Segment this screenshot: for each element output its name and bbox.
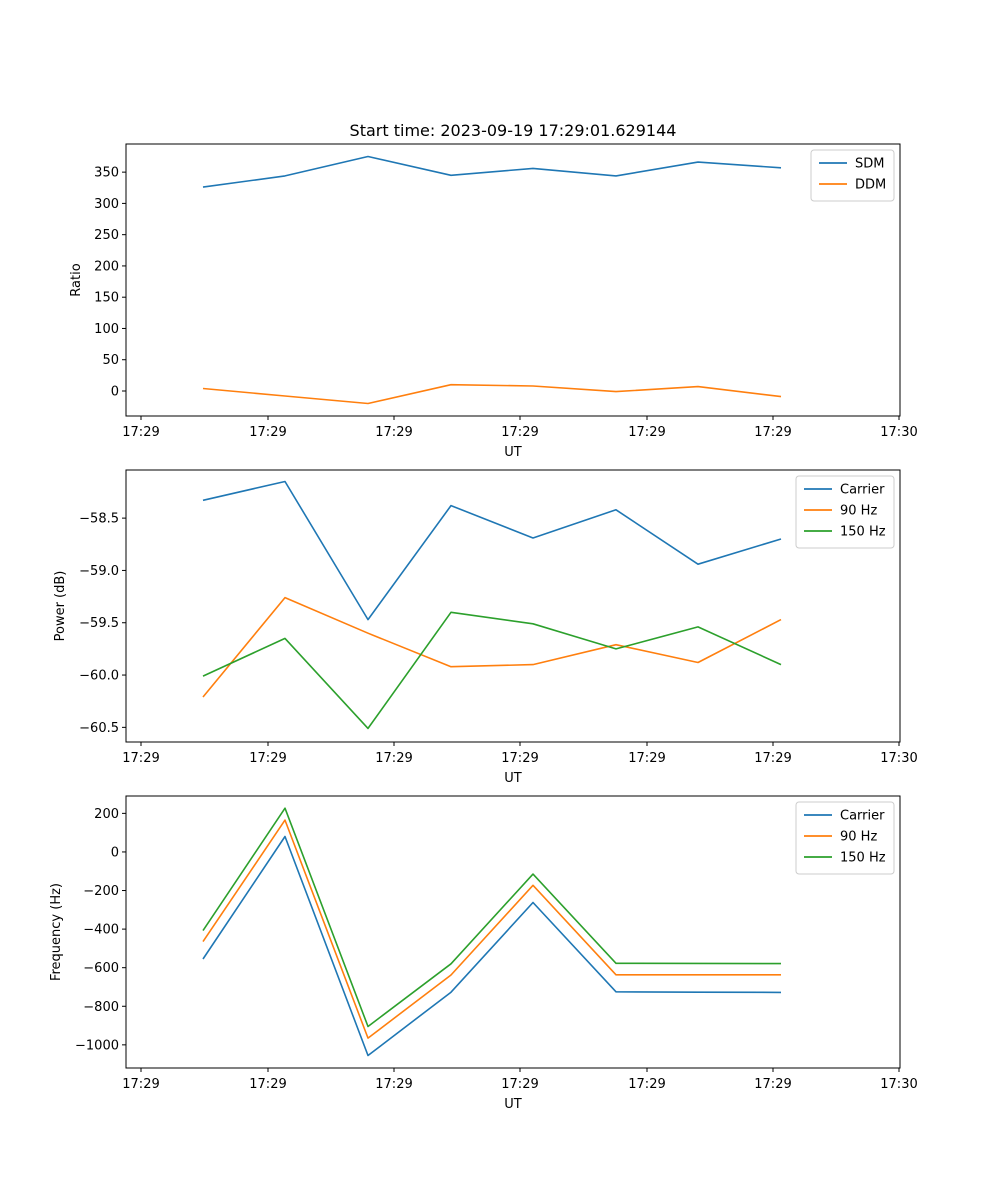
x-tick-label: 17:29	[375, 1077, 412, 1092]
series-line-90-hz	[202, 819, 781, 1039]
y-tick-label: −60.5	[79, 721, 119, 736]
legend: Carrier 90 Hz 150 Hz	[795, 801, 895, 875]
series-line-carrier	[202, 835, 782, 1057]
legend-entry: Carrier	[840, 483, 885, 498]
y-tick-label: 0	[111, 384, 119, 399]
plot-frame	[125, 469, 901, 743]
y-tick-label: 150	[94, 291, 119, 306]
x-tick-label: 17:29	[122, 1077, 159, 1092]
x-tick-label: 17:30	[880, 425, 917, 440]
y-tick-label: −800	[83, 1000, 119, 1015]
legend: SDM DDM	[810, 149, 895, 202]
legend-entry: Carrier	[840, 809, 885, 824]
x-tick-label: 17:29	[501, 1077, 538, 1092]
x-tick-label: 17:30	[880, 1077, 917, 1092]
x-tick-label: 17:29	[375, 425, 412, 440]
x-tick-label: 17:29	[122, 425, 159, 440]
x-tick-label: 17:29	[754, 425, 791, 440]
y-tick-label: −59.5	[79, 616, 119, 631]
x-axis-label: UT	[504, 1097, 522, 1112]
y-axis-label: Frequency (Hz)	[49, 883, 64, 981]
series-line-sdm	[202, 155, 782, 188]
x-tick-label: 17:29	[249, 1077, 286, 1092]
y-tick-label: 200	[94, 259, 119, 274]
x-tick-label: 17:29	[122, 751, 159, 766]
x-tick-label: 17:29	[375, 751, 412, 766]
y-tick-label: 100	[94, 322, 119, 337]
chart-panel-2: 17:29 17:29 17:29 17:29 17:29 17:29 17:30 −60.5…	[53, 469, 918, 786]
y-tick-label: 300	[94, 197, 119, 212]
x-tick-label: 17:29	[628, 751, 665, 766]
y-tick-label: −600	[83, 961, 119, 976]
series-line-90-hz	[202, 596, 782, 698]
y-axis-label: Power (dB)	[53, 571, 68, 642]
y-tick-label: 50	[102, 353, 119, 368]
y-tick-label: 350	[94, 166, 119, 181]
series-line-150-hz	[202, 807, 782, 1028]
x-tick-label: 17:29	[249, 751, 286, 766]
legend-entry: 90 Hz	[840, 830, 877, 845]
series-line-ddm	[202, 383, 782, 405]
x-tick-label: 17:29	[249, 425, 286, 440]
x-tick-label: 17:29	[754, 751, 791, 766]
legend: Carrier 90 Hz 150 Hz	[795, 475, 895, 549]
x-axis-label: UT	[504, 445, 522, 460]
y-axis-label: Ratio	[69, 263, 84, 296]
legend-box	[795, 475, 895, 549]
y-tick-label: 0	[111, 845, 119, 860]
x-tick-label: 17:29	[501, 751, 538, 766]
legend-entry: SDM	[855, 157, 884, 172]
legend-entry: 150 Hz	[840, 851, 886, 866]
y-tick-label: −400	[83, 923, 119, 938]
legend-box	[795, 801, 895, 875]
plot-frame	[125, 795, 901, 1069]
legend-entry: 90 Hz	[840, 504, 877, 519]
y-tick-label: −59.0	[79, 564, 119, 579]
x-tick-label: 17:29	[501, 425, 538, 440]
x-tick-label: 17:30	[880, 751, 917, 766]
y-tick-label: −60.0	[79, 669, 119, 684]
series-line-carrier	[202, 480, 782, 621]
y-tick-label: −58.5	[79, 512, 119, 527]
y-tick-label: 200	[94, 807, 119, 822]
chart-panel-1: Start time: 2023-09-19 17:29:01.629144 17…	[69, 121, 918, 460]
y-tick-label: 250	[94, 228, 119, 243]
x-tick-label: 17:29	[754, 1077, 791, 1092]
x-tick-label: 17:29	[628, 425, 665, 440]
y-tick-label: −1000	[75, 1038, 119, 1053]
legend-entry: DDM	[855, 178, 886, 193]
chart-title: Start time: 2023-09-19 17:29:01.629144	[350, 121, 677, 140]
plot-frame	[125, 143, 901, 417]
x-tick-label: 17:29	[628, 1077, 665, 1092]
y-tick-label: −200	[83, 884, 119, 899]
x-axis-label: UT	[504, 771, 522, 786]
legend-entry: 150 Hz	[840, 525, 886, 540]
chart-panel-3: 17:29 17:29 17:29 17:29 17:29 17:29 17:30 −1000…	[49, 795, 918, 1112]
series-line-150-hz	[202, 611, 782, 730]
